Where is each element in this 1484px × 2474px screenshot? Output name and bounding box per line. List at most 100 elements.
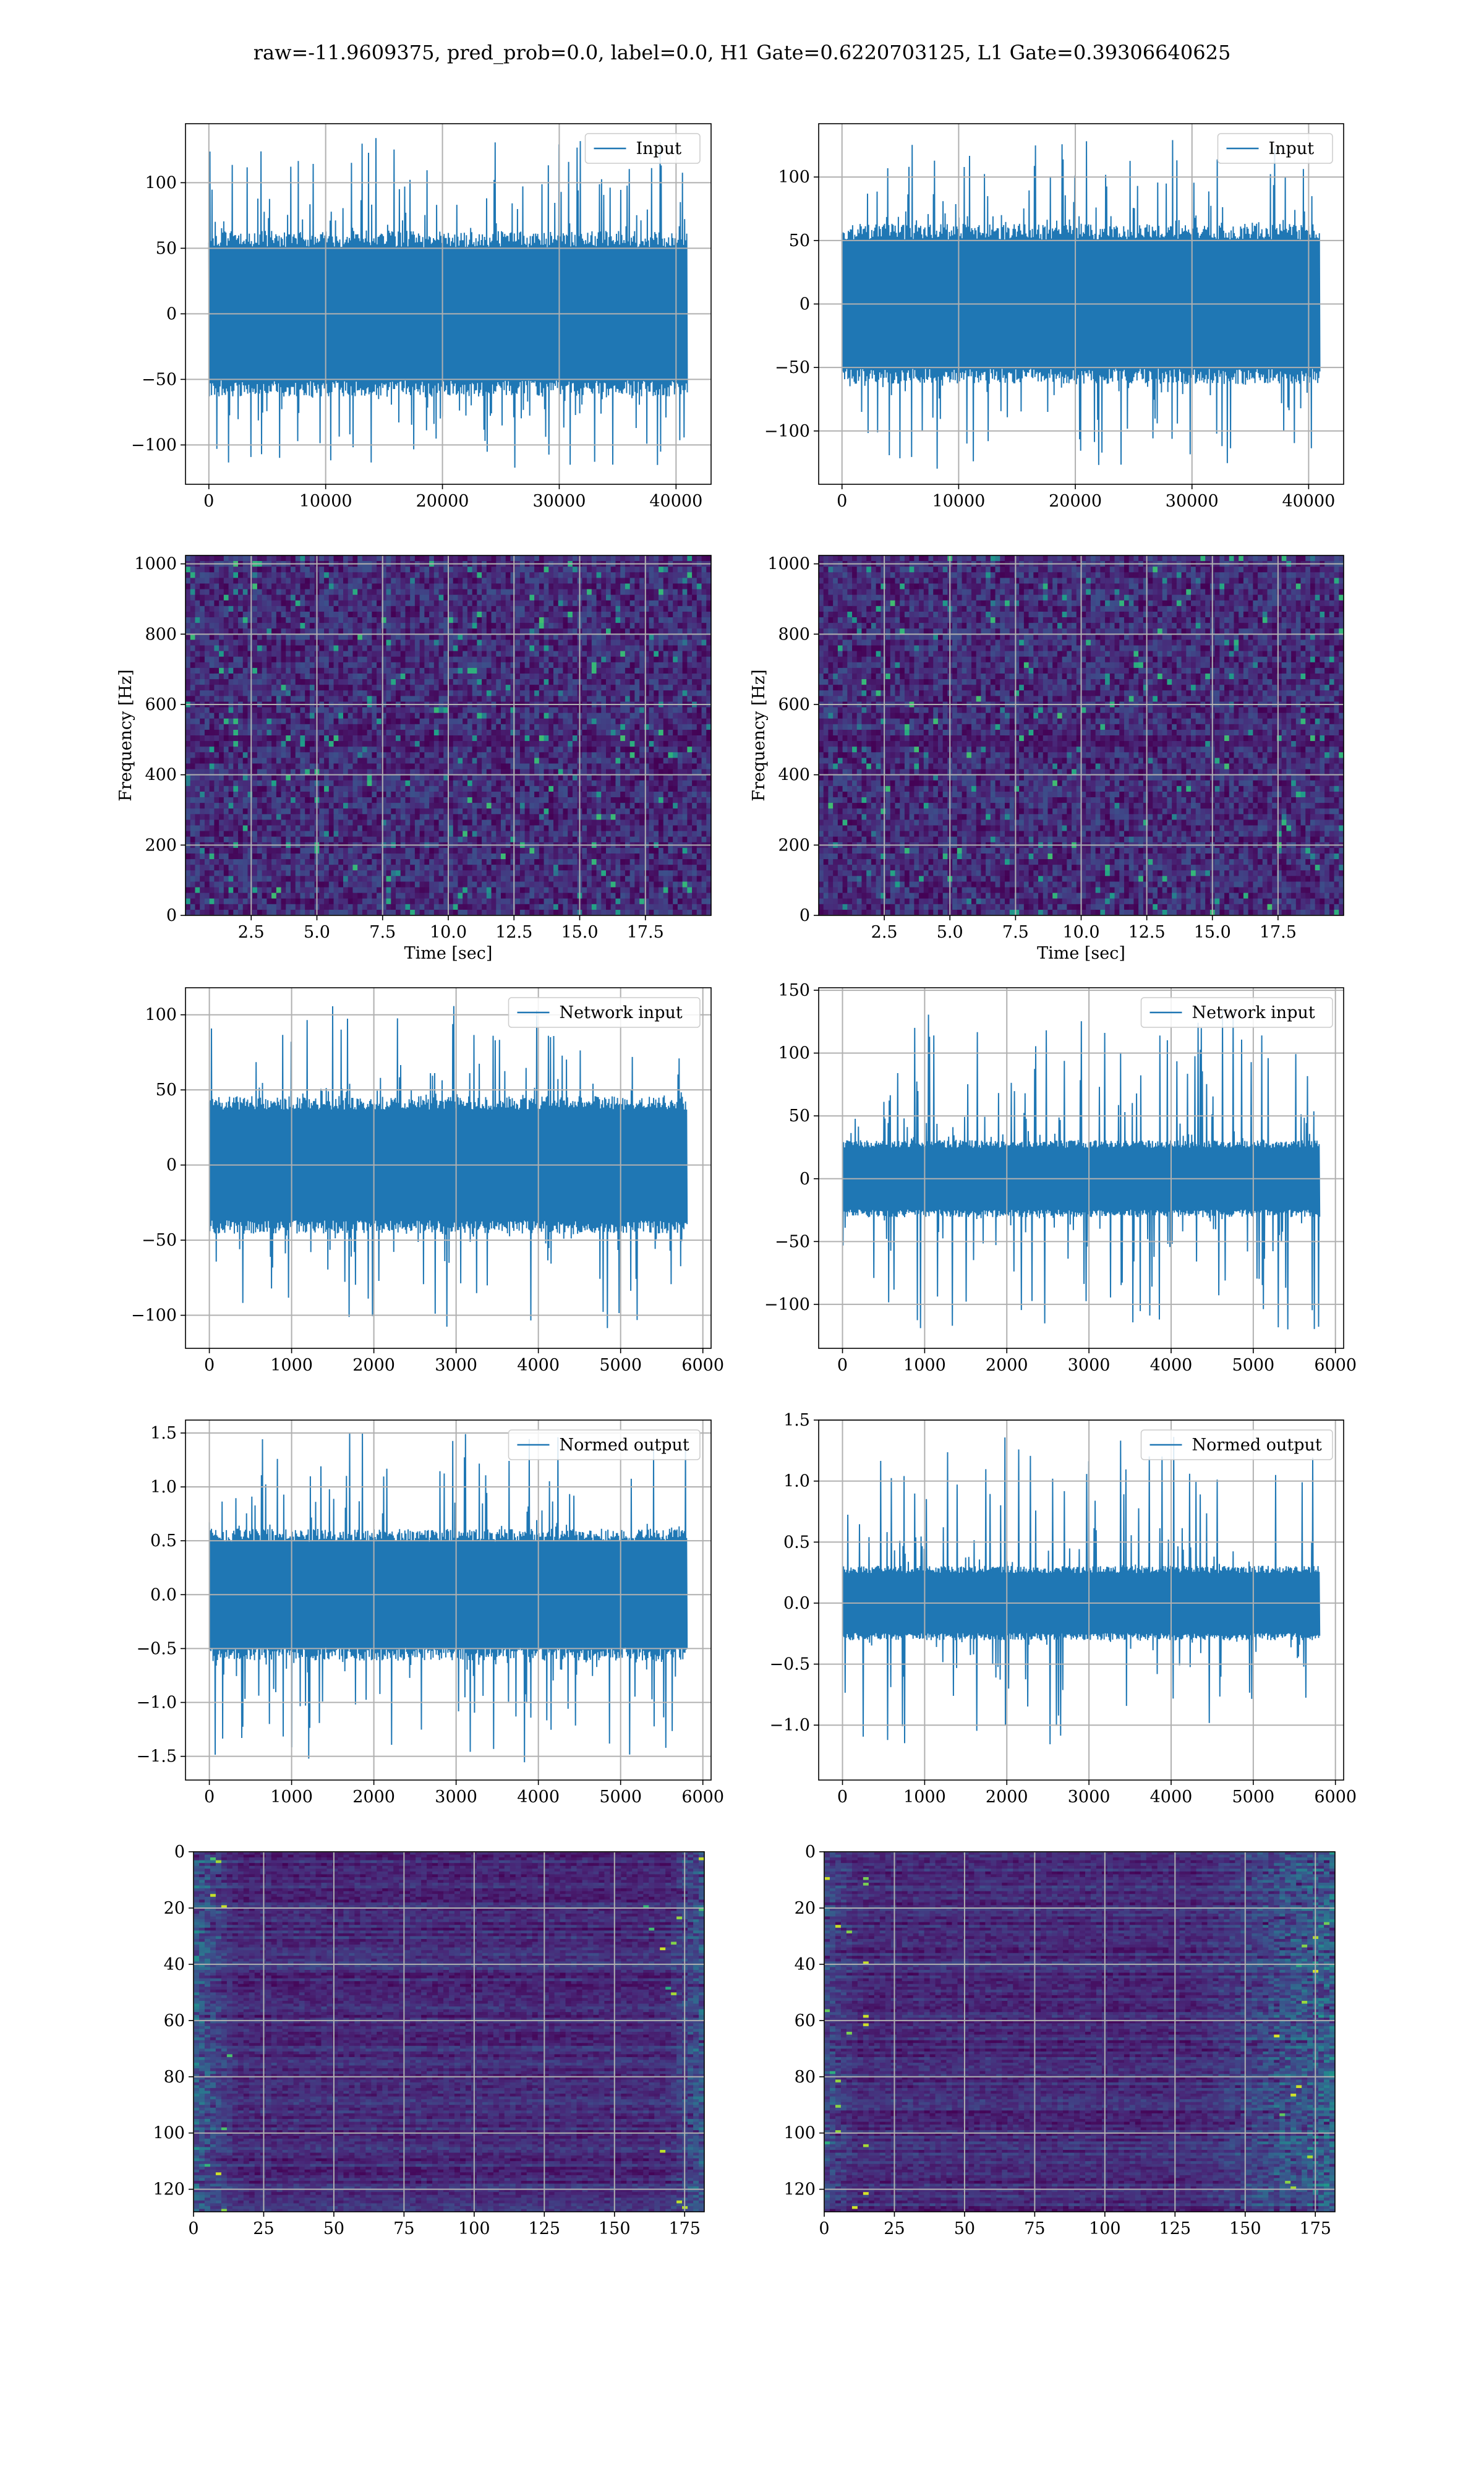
x-tick-label: 0 — [819, 2219, 829, 2238]
axes-frame — [185, 987, 712, 1349]
y-tick: 100 — [778, 1044, 819, 1063]
y-tick: −100 — [131, 435, 186, 455]
y-axis-label: Frequency [Hz] — [749, 669, 769, 801]
x-tick-label: 4000 — [1150, 1787, 1193, 1807]
y-tick-label: −50 — [142, 1231, 177, 1250]
y-tick-label: 800 — [145, 625, 177, 644]
x-tick-label: 4000 — [1150, 1356, 1193, 1375]
y-tick-label: −50 — [775, 358, 810, 377]
y-tick: −1.5 — [136, 1747, 186, 1766]
y-tick-label: 100 — [778, 1044, 810, 1063]
x-tick-label: 2000 — [352, 1787, 395, 1807]
x-tick-label: 150 — [1229, 2219, 1261, 2238]
x-tick-label: 1000 — [903, 1787, 946, 1807]
grid — [186, 988, 711, 1348]
x-tick: 20000 — [1049, 484, 1102, 511]
y-tick: 50 — [156, 239, 186, 258]
y-tick-label: 120 — [153, 2180, 185, 2199]
x-tick-label: 10000 — [299, 492, 352, 511]
x-tick-label: 2.5 — [871, 923, 898, 942]
x-tick-label: 5000 — [1232, 1787, 1274, 1807]
y-tick: −50 — [142, 370, 186, 389]
series-line — [208, 1433, 688, 1763]
x-tick: 100 — [458, 2212, 490, 2238]
y-tick-label: 60 — [795, 2011, 816, 2031]
x-tick: 2000 — [986, 1348, 1028, 1375]
y-tick-label: 120 — [783, 2180, 816, 2199]
y-tick: −100 — [764, 1295, 819, 1314]
x-tick-label: 6000 — [1314, 1356, 1356, 1375]
x-tick: 20000 — [416, 484, 469, 511]
x-tick-label: 75 — [393, 2219, 414, 2238]
x-tick: 0 — [188, 2212, 199, 2238]
x-tick-label: 5000 — [599, 1787, 642, 1807]
y-tick-label: −0.5 — [769, 1655, 810, 1674]
x-tick-label: 17.5 — [1260, 923, 1297, 942]
y-tick-label: 600 — [145, 695, 177, 714]
y-tick-label: 0 — [166, 1156, 177, 1175]
x-tick-label: 5000 — [1232, 1356, 1274, 1375]
y-tick: 0 — [800, 295, 819, 314]
x-tick-label: 20000 — [1049, 492, 1102, 511]
y-tick: 100 — [145, 1006, 186, 1025]
y-tick-label: −0.5 — [136, 1639, 177, 1658]
x-tick: 1000 — [270, 1348, 313, 1375]
axes-frame — [824, 1851, 1336, 2212]
x-tick-label: 6000 — [1314, 1787, 1356, 1807]
panel-network-input-h1: 0 1000 2000 3000 4000 5000 6000 −100 −50 0 50 100 Ne… — [111, 975, 724, 1416]
y-tick-label: 40 — [164, 1955, 185, 1974]
y-tick-label: 0 — [166, 906, 177, 925]
x-tick: 6000 — [681, 1780, 724, 1807]
x-tick-label: 0 — [204, 1356, 215, 1375]
y-tick-label: −100 — [764, 1295, 810, 1314]
x-tick-label: 50 — [954, 2219, 975, 2238]
x-tick: 5000 — [1232, 1780, 1274, 1807]
grid — [819, 988, 1344, 1348]
y-tick: 400 — [778, 766, 819, 785]
x-tick: 0 — [837, 1780, 848, 1807]
y-tick: 200 — [778, 836, 819, 855]
panel-feature-map-h1: 0 25 50 75 100 125 150 175 0 20 40 60 80 100 120 — [119, 1839, 717, 2280]
x-tick: 7.5 — [1002, 915, 1029, 942]
chart-svg: 2.5 5.0 7.5 10.0 12.5 15.0 17.5 0 200 400 600 800 10… — [116, 555, 712, 963]
x-tick: 150 — [599, 2212, 631, 2238]
chart-svg: 0 25 50 75 100 125 150 175 0 20 40 60 80 100 120 — [153, 1843, 705, 2238]
y-tick-label: −1.0 — [769, 1716, 810, 1735]
legend: Network input — [1140, 997, 1333, 1028]
legend-label: Input — [636, 139, 682, 158]
y-tick: 0.0 — [150, 1585, 186, 1604]
x-tick: 0 — [203, 484, 214, 511]
y-tick: 120 — [153, 2180, 194, 2199]
x-tick: 2.5 — [238, 915, 265, 942]
series-line — [842, 1009, 1321, 1330]
legend: Input — [584, 133, 701, 164]
chart-svg: 0 10000 20000 30000 40000 −100 −50 0 50 100 Input — [131, 123, 712, 511]
y-tick: 0 — [166, 906, 186, 925]
y-tick: −1.0 — [136, 1693, 186, 1713]
x-tick: 50 — [954, 2212, 975, 2238]
grid — [819, 1419, 1344, 1780]
y-tick-label: 0 — [174, 1843, 185, 1862]
y-tick: −50 — [775, 1232, 819, 1251]
x-tick-label: 100 — [1089, 2219, 1121, 2238]
x-tick-label: 12.5 — [1128, 923, 1166, 942]
y-tick-label: −1.5 — [136, 1747, 177, 1766]
y-tick-label: 600 — [778, 695, 810, 714]
x-tick-label: 0 — [837, 1787, 848, 1807]
series-line — [208, 138, 688, 468]
x-axis-label: Time [sec] — [1037, 944, 1125, 963]
heatmap-image — [824, 1852, 1335, 2212]
y-tick-label: 400 — [145, 766, 177, 785]
y-tick-label: −50 — [142, 370, 177, 389]
y-tick: 600 — [778, 695, 819, 714]
grid — [819, 124, 1344, 484]
y-tick-label: 1.5 — [783, 1411, 810, 1430]
y-tick-label: 1.0 — [783, 1472, 810, 1491]
x-tick: 1000 — [903, 1780, 946, 1807]
legend-label: Normed output — [1192, 1436, 1322, 1455]
legend: Normed output — [508, 1429, 701, 1460]
y-tick: 80 — [164, 2068, 194, 2087]
chart-svg: 0 1000 2000 3000 4000 5000 6000 −1.0 −0.5 0.0 0.5 1… — [769, 1411, 1357, 1807]
x-tick-label: 0 — [837, 1356, 848, 1375]
x-tick-label: 3000 — [1068, 1787, 1111, 1807]
